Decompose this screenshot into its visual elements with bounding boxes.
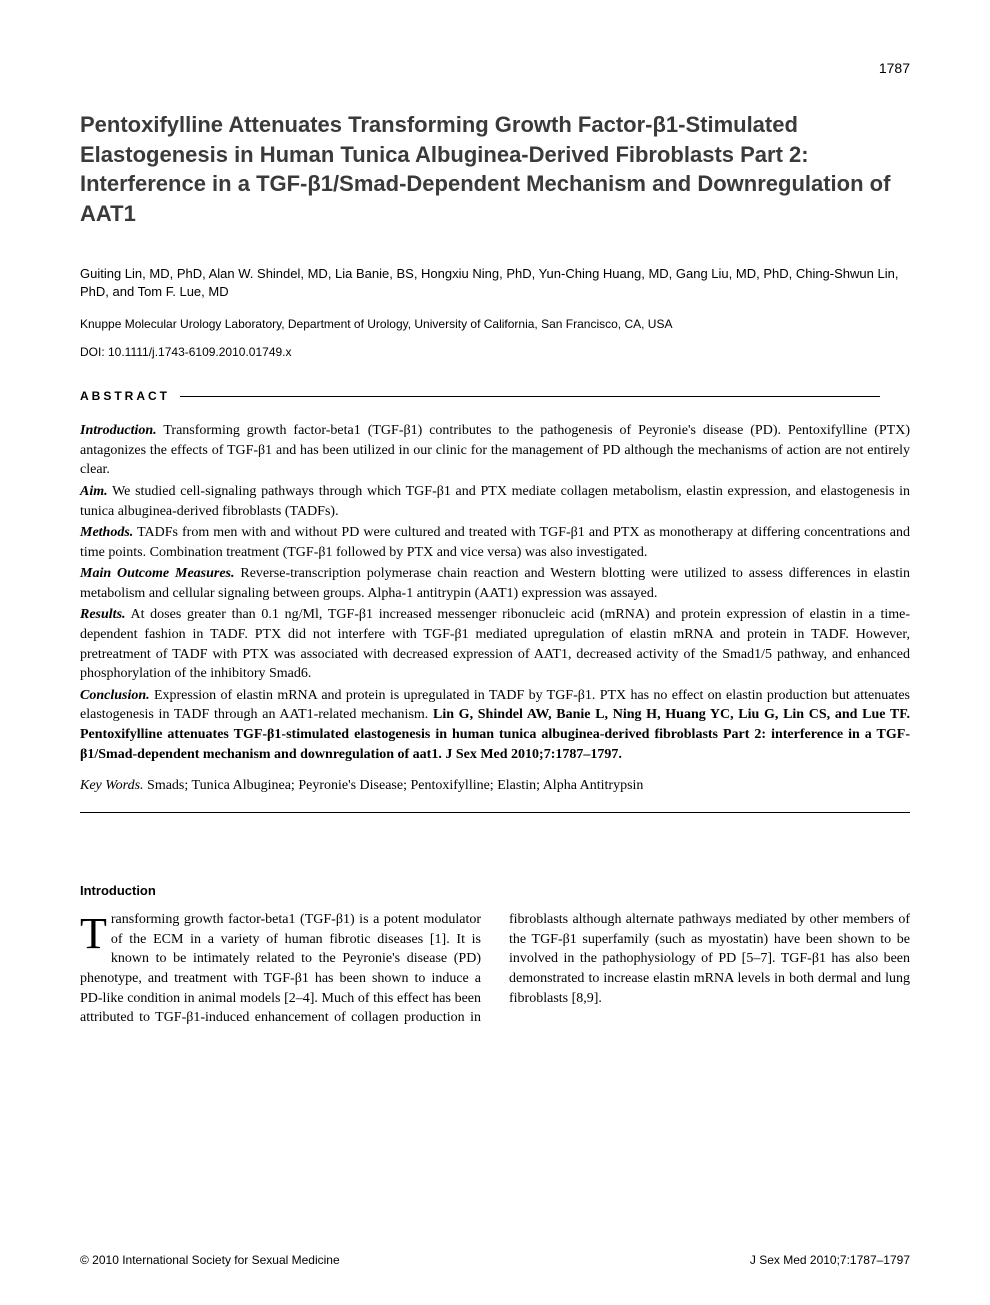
results-label: Results. [80, 607, 126, 622]
article-title: Pentoxifylline Attenuates Transforming G… [80, 110, 910, 229]
intro-para-text: ransforming growth factor-beta1 (TGF-β1)… [80, 912, 910, 1025]
abstract-measures: Main Outcome Measures. Reverse-transcrip… [80, 564, 910, 603]
doi: DOI: 10.1111/j.1743-6109.2010.01749.x [80, 345, 910, 359]
abstract-conclusion: Conclusion. Expression of elastin mRNA a… [80, 686, 910, 764]
intro-label: Introduction. [80, 423, 157, 438]
abstract-introduction: Introduction. Transforming growth factor… [80, 421, 910, 480]
page-number: 1787 [879, 60, 910, 76]
body-text: Transforming growth factor-beta1 (TGF-β1… [80, 910, 910, 1028]
page-footer: © 2010 International Society for Sexual … [80, 1253, 910, 1267]
measures-label: Main Outcome Measures. [80, 566, 235, 581]
abstract-aim: Aim. We studied cell-signaling pathways … [80, 482, 910, 521]
author-list: Guiting Lin, MD, PhD, Alan W. Shindel, M… [80, 265, 910, 301]
methods-text: TADFs from men with and without PD were … [80, 525, 910, 560]
methods-label: Methods. [80, 525, 133, 540]
abstract-rule [180, 396, 880, 397]
copyright: © 2010 International Society for Sexual … [80, 1253, 340, 1267]
journal-citation: J Sex Med 2010;7:1787–1797 [750, 1253, 910, 1267]
aim-label: Aim. [80, 484, 108, 499]
introduction-heading: Introduction [80, 883, 910, 898]
abstract-label: ABSTRACT [80, 389, 170, 403]
intro-text: Transforming growth factor-beta1 (TGF-β1… [80, 423, 910, 477]
keywords-label: Key Words. [80, 778, 144, 793]
abstract-body: Introduction. Transforming growth factor… [80, 421, 910, 764]
aim-text: We studied cell-signaling pathways throu… [80, 484, 910, 519]
keywords: Key Words. Smads; Tunica Albuginea; Peyr… [80, 778, 910, 794]
abstract-header: ABSTRACT [80, 387, 910, 405]
abstract-results: Results. At doses greater than 0.1 ng/Ml… [80, 605, 910, 683]
keywords-text: Smads; Tunica Albuginea; Peyronie's Dise… [144, 778, 644, 793]
abstract-methods: Methods. TADFs from men with and without… [80, 523, 910, 562]
abstract-end-rule [80, 812, 910, 813]
dropcap: T [80, 910, 111, 954]
conclusion-label: Conclusion. [80, 688, 150, 703]
intro-paragraph: Transforming growth factor-beta1 (TGF-β1… [80, 910, 910, 1028]
affiliation: Knuppe Molecular Urology Laboratory, Dep… [80, 317, 910, 331]
results-text: At doses greater than 0.1 ng/Ml, TGF-β1 … [80, 607, 910, 681]
